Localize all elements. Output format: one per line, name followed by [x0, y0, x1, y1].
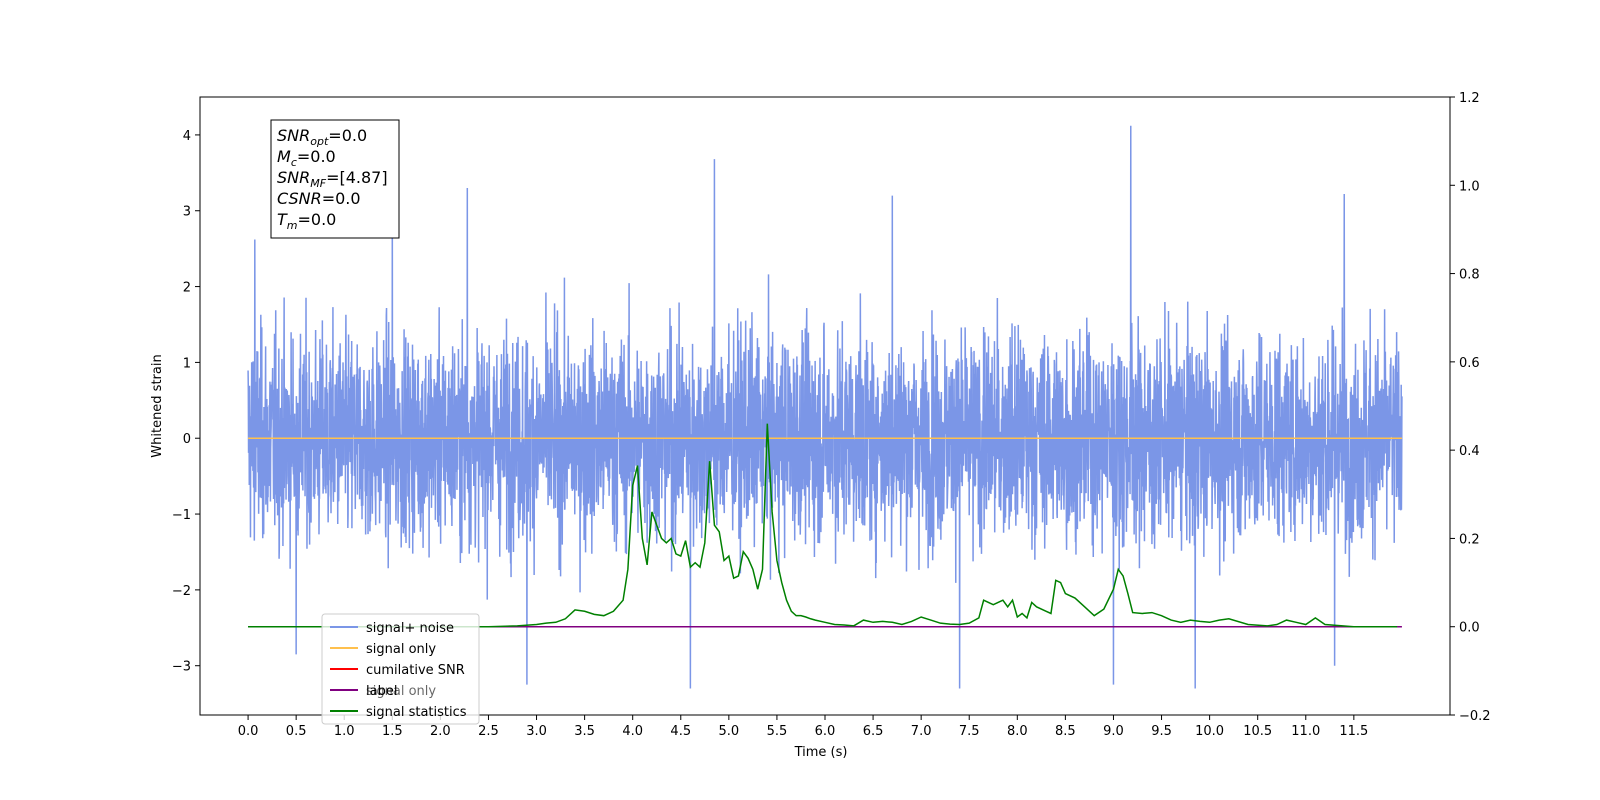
annotation-line: SNRMF=[4.87] [277, 168, 388, 190]
y-left-axis-ticks: 4 3 2 1 0 −1 −2 −3 [172, 129, 200, 675]
x-tick-label: 3.5 [574, 724, 595, 739]
x-tick-label: 6.5 [863, 724, 884, 739]
x-tick-label: 5.0 [719, 724, 740, 739]
legend-entry-label: signal statistics [366, 705, 467, 720]
annotation-line: CSNR=0.0 [277, 189, 361, 208]
y-right-tick-label: 0.8 [1459, 268, 1480, 283]
annotation-frame [270, 119, 400, 239]
noise-series-layer [247, 125, 1403, 689]
x-tick-label: 0.0 [238, 724, 259, 739]
legend: signal only signal+ noise signal only cumil… [321, 613, 480, 725]
annotation-line: Tm=0.0 [277, 210, 336, 232]
y-right-tick-label: 0.6 [1459, 356, 1480, 371]
x-tick-label: 11.5 [1339, 724, 1368, 739]
legend-entry-label: signal only [366, 642, 436, 657]
x-tick-label: 2.5 [478, 724, 499, 739]
y-left-tick-label: 1 [183, 356, 191, 371]
x-tick-label: 9.5 [1151, 724, 1172, 739]
y-right-tick-label: 0.2 [1459, 532, 1480, 547]
legend-ghost-text: signal only [366, 684, 436, 699]
x-tick-label: 2.0 [430, 724, 451, 739]
y-left-tick-label: 4 [183, 129, 191, 144]
x-tick-label: 7.5 [959, 724, 980, 739]
y-right-tick-label: −0.2 [1459, 709, 1491, 724]
y-left-tick-label: −3 [172, 660, 191, 675]
series-line-signal-plus-noise [247, 125, 1403, 689]
y-right-axis-ticks: 1.2 1.0 0.8 0.6 0.4 0.2 0.0 −0.2 [1450, 91, 1491, 724]
x-tick-label: 4.5 [670, 724, 691, 739]
x-tick-label: 10.0 [1195, 724, 1224, 739]
x-tick-label: 7.0 [911, 724, 932, 739]
x-axis-ticks: 0.0 0.5 1.0 1.5 2.0 2.5 3.0 3.5 4.0 4.5 5.0 5.5 6.0 6… [238, 715, 1368, 739]
x-tick-label: 6.0 [815, 724, 836, 739]
x-tick-label: 1.5 [382, 724, 403, 739]
y-right-tick-label: 1.2 [1459, 91, 1480, 106]
legend-entry-label: cumilative SNR [366, 663, 465, 678]
y-left-tick-label: 2 [183, 281, 191, 296]
y-left-tick-label: −1 [172, 508, 191, 523]
x-tick-label: 1.0 [334, 724, 355, 739]
legend-frame [321, 613, 480, 725]
x-tick-label: 0.5 [286, 724, 307, 739]
x-tick-label: 8.0 [1007, 724, 1028, 739]
x-tick-label: 4.0 [622, 724, 643, 739]
annotation-line: Mc=0.0 [277, 147, 336, 169]
legend-entry-label: label [366, 684, 397, 699]
y-left-tick-label: 3 [183, 205, 191, 220]
x-tick-label: 10.5 [1243, 724, 1272, 739]
y-right-tick-label: 0.4 [1459, 444, 1480, 459]
y-axis-label: Whitened strain [150, 354, 165, 457]
x-tick-label: 3.0 [526, 724, 547, 739]
y-left-tick-label: 0 [183, 432, 191, 447]
series-line-signal-statistics [248, 423, 1398, 628]
x-tick-label: 9.0 [1103, 724, 1124, 739]
x-axis-label: Time (s) [794, 745, 848, 760]
annotation-line: SNRopt=0.0 [277, 126, 367, 148]
y-right-tick-label: 1.0 [1459, 179, 1480, 194]
y-left-tick-label: −2 [172, 584, 191, 599]
x-tick-label: 5.5 [767, 724, 788, 739]
x-tick-label: 8.5 [1055, 724, 1076, 739]
legend-entry-label: signal+ noise [366, 621, 454, 636]
x-tick-label: 11.0 [1291, 724, 1320, 739]
y-right-tick-label: 0.0 [1459, 621, 1480, 636]
